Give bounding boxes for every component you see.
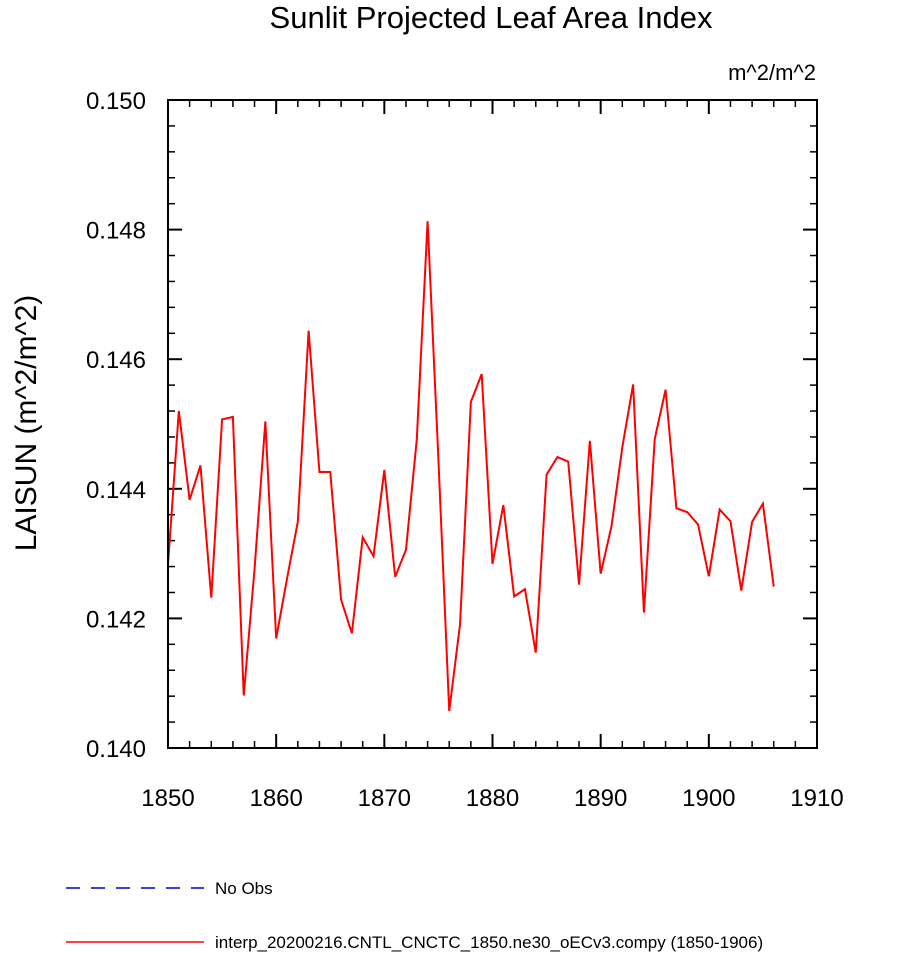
x-tick-label: 1910 [790, 785, 843, 812]
chart-title: Sunlit Projected Leaf Area Index [270, 0, 713, 35]
tick-labels: 1850 1860 1870 1880 1890 1900 1910 0.140 0.142 0.… [86, 88, 844, 812]
x-tick-label: 1900 [682, 785, 735, 812]
plot-frame [167, 99, 818, 749]
x-tick-label: 1890 [574, 785, 627, 812]
x-tick-label: 1860 [249, 785, 302, 812]
y-tick-label: 0.146 [86, 347, 146, 374]
y-tick-label: 0.144 [86, 477, 146, 504]
x-tick-label: 1880 [466, 785, 519, 812]
series-line-1 [167, 221, 775, 712]
x-tick-label: 1850 [141, 785, 194, 812]
legend-label-0: No Obs [215, 879, 273, 898]
units-label: m^2/m^2 [728, 60, 816, 85]
y-tick-label: 0.148 [86, 218, 146, 245]
y-tick-label: 0.150 [86, 88, 146, 115]
y-tick-label: 0.142 [86, 606, 146, 633]
legend-label-1: interp_20200216.CNTL_CNCTC_1850.ne30_oEC… [215, 933, 763, 952]
legend: No Obs interp_20200216.CNTL_CNCTC_1850.ne… [66, 879, 763, 952]
x-tick-label: 1870 [358, 785, 411, 812]
y-tick-label: 0.140 [86, 736, 146, 763]
y-axis-label: LAISUN (m^2/m^2) [10, 295, 43, 552]
plot-lines [167, 221, 775, 712]
